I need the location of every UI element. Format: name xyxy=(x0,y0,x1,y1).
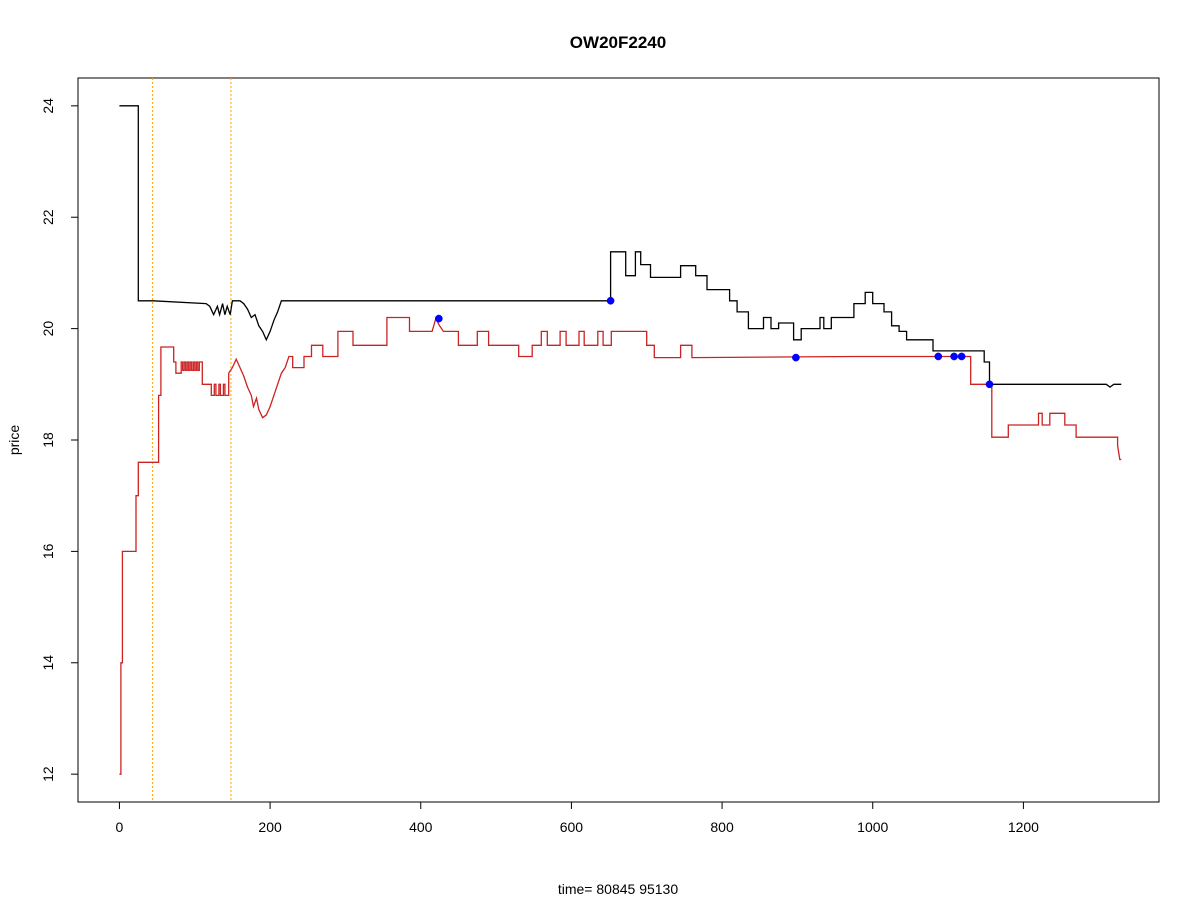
data-point xyxy=(606,296,615,305)
y-tick-label: 20 xyxy=(40,321,56,337)
series-line-2 xyxy=(119,316,1122,775)
y-axis-label: price xyxy=(6,425,22,456)
x-tick-label: 1200 xyxy=(1008,819,1039,835)
data-point xyxy=(934,352,943,361)
plot-frame xyxy=(77,77,1160,803)
x-tick-label: 200 xyxy=(258,819,282,835)
y-tick-label: 14 xyxy=(40,655,56,671)
x-axis: 0 200 400 600 800 1000 1200 xyxy=(116,801,1039,835)
data-point xyxy=(434,314,443,323)
y-tick-label: 16 xyxy=(40,543,56,559)
y-tick-label: 18 xyxy=(40,432,56,448)
y-axis: 12 14 16 18 20 22 24 xyxy=(40,98,79,782)
x-tick-label: 400 xyxy=(409,819,433,835)
x-tick-label: 1000 xyxy=(857,819,888,835)
x-tick-label: 0 xyxy=(116,819,124,835)
data-point xyxy=(957,352,966,361)
y-tick-label: 22 xyxy=(40,209,56,225)
points-layer xyxy=(434,296,994,389)
data-point xyxy=(985,380,994,389)
chart-title: OW20F2240 xyxy=(570,33,666,52)
data-point xyxy=(792,353,800,362)
x-tick-label: 800 xyxy=(710,819,734,835)
x-axis-label: time= 80845 95130 xyxy=(558,881,678,897)
series-layer xyxy=(119,105,1122,775)
x-tick-label: 600 xyxy=(560,819,584,835)
y-tick-label: 24 xyxy=(40,98,56,114)
series-line-1 xyxy=(119,105,1122,388)
y-tick-label: 12 xyxy=(40,766,56,782)
reference-lines xyxy=(152,78,232,802)
data-point xyxy=(950,352,958,361)
